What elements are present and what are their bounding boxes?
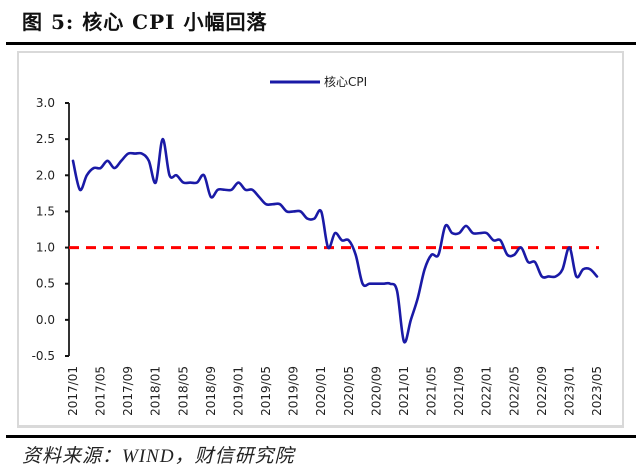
x-tick-label: 2021/05	[425, 366, 439, 416]
x-tick-label: 2023/01	[562, 366, 576, 416]
y-tick-label: 0.5	[36, 277, 55, 291]
y-tick-label: 3.0	[36, 96, 55, 110]
x-tick-label: 2021/01	[397, 366, 411, 416]
x-tick-label: 2017/01	[66, 366, 80, 416]
bottom-rule	[6, 435, 636, 438]
y-tick-label: 0.0	[36, 313, 55, 327]
y-tick-label: 2.0	[36, 168, 55, 182]
x-tick-label: 2017/09	[121, 366, 135, 416]
y-axis: 3.0 2.5 2.0 1.5 1.0 0.5 0.0 -0.5	[32, 96, 70, 363]
x-tick-label: 2020/05	[342, 366, 356, 416]
x-tick-label: 2017/05	[94, 366, 108, 416]
x-tick-label: 2022/09	[535, 366, 549, 416]
x-tick-label: 2022/01	[480, 366, 494, 416]
y-tick-label: -0.5	[32, 349, 55, 363]
source-note: 资料来源：WIND，财信研究院	[22, 446, 295, 467]
chart-frame	[17, 51, 624, 428]
x-tick-label: 2019/01	[231, 366, 245, 416]
x-axis: 2017/01 2017/05 2017/09 2018/01 2018/05 2018/…	[66, 366, 604, 416]
x-tick-label: 2018/01	[149, 366, 163, 416]
y-tick-label: 1.0	[36, 241, 55, 255]
x-tick-label: 2019/05	[259, 366, 273, 416]
series-line	[71, 137, 599, 344]
x-tick-label: 2018/09	[204, 366, 218, 416]
legend: 核心CPI	[270, 75, 367, 89]
figure-title: 图 5: 核心 CPI 小幅回落	[22, 10, 268, 34]
top-rule	[6, 42, 636, 45]
y-tick-label: 1.5	[36, 204, 55, 218]
series-core-cpi	[71, 137, 599, 344]
x-tick-label: 2020/01	[314, 366, 328, 416]
x-tick-label: 2023/05	[590, 366, 604, 416]
x-tick-label: 2019/09	[287, 366, 301, 416]
legend-label-core-cpi: 核心CPI	[324, 75, 367, 89]
x-tick-label: 2020/09	[369, 366, 383, 416]
y-tick-label: 2.5	[36, 132, 55, 146]
x-tick-label: 2022/05	[507, 366, 521, 416]
x-tick-label: 2018/05	[176, 366, 190, 416]
x-tick-label: 2021/09	[452, 366, 466, 416]
